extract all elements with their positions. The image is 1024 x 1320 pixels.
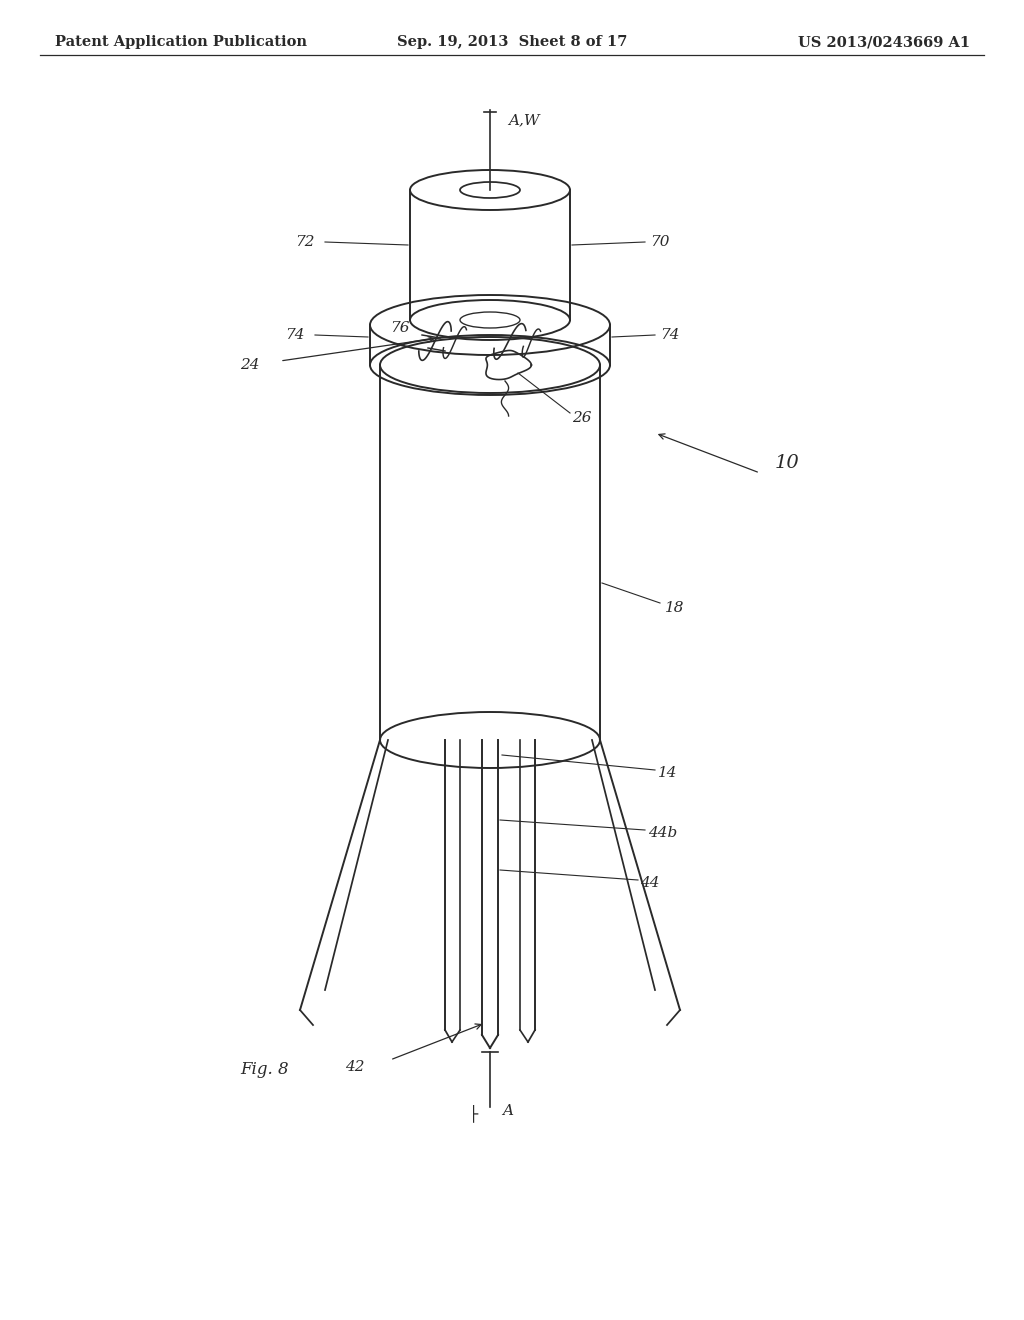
Text: A: A — [502, 1104, 513, 1118]
Text: Patent Application Publication: Patent Application Publication — [55, 36, 307, 49]
Text: 10: 10 — [775, 454, 800, 473]
Text: 24: 24 — [241, 358, 260, 372]
Text: 26: 26 — [572, 411, 592, 425]
Text: 18: 18 — [665, 601, 684, 615]
Text: 74: 74 — [286, 327, 305, 342]
Text: ├: ├ — [469, 1104, 478, 1122]
Text: 72: 72 — [296, 235, 315, 249]
Text: Sep. 19, 2013  Sheet 8 of 17: Sep. 19, 2013 Sheet 8 of 17 — [397, 36, 627, 49]
Text: 70: 70 — [650, 235, 670, 249]
Text: 76: 76 — [390, 321, 410, 335]
Text: 44: 44 — [640, 876, 659, 890]
Text: Fig. 8: Fig. 8 — [240, 1061, 289, 1078]
Text: 42: 42 — [345, 1060, 365, 1074]
Text: 14: 14 — [658, 766, 678, 780]
Text: 44b: 44b — [648, 826, 677, 840]
Text: 74: 74 — [660, 327, 680, 342]
Text: US 2013/0243669 A1: US 2013/0243669 A1 — [798, 36, 970, 49]
Text: A,W: A,W — [508, 114, 540, 127]
